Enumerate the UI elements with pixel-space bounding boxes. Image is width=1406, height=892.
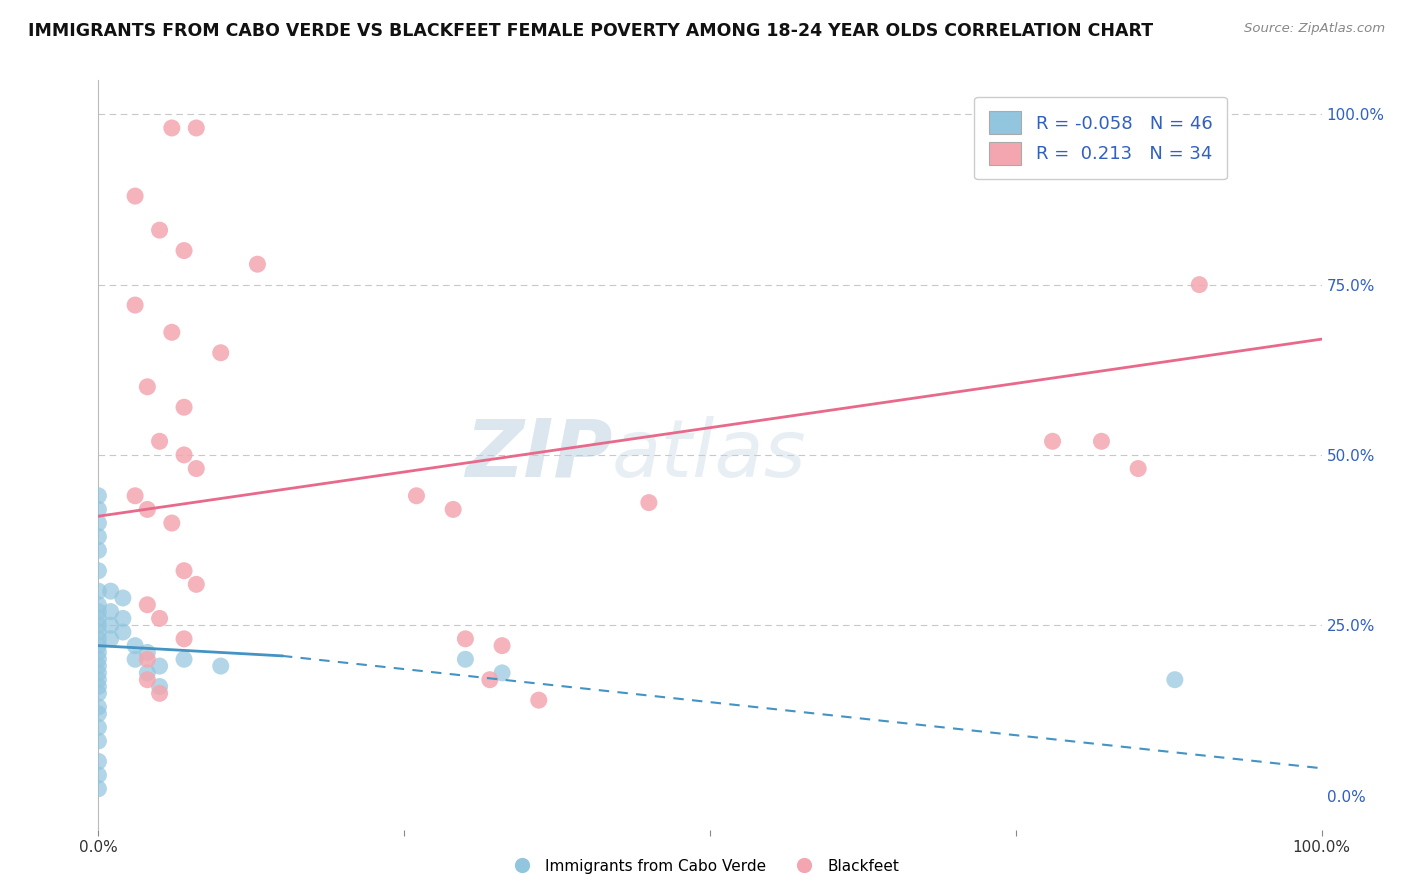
Point <box>209 659 232 673</box>
Point <box>160 326 183 340</box>
Point <box>209 345 232 359</box>
Point <box>87 734 110 748</box>
Point <box>136 598 159 612</box>
Point <box>173 652 195 666</box>
Point <box>124 298 146 312</box>
Point <box>1042 434 1064 449</box>
Point <box>87 680 110 694</box>
Point <box>149 659 172 673</box>
Point <box>87 625 110 640</box>
Point <box>100 605 122 619</box>
Point <box>87 706 110 721</box>
Text: IMMIGRANTS FROM CABO VERDE VS BLACKFEET FEMALE POVERTY AMONG 18-24 YEAR OLDS COR: IMMIGRANTS FROM CABO VERDE VS BLACKFEET … <box>28 22 1153 40</box>
Point <box>87 645 110 659</box>
Point <box>136 652 159 666</box>
Point <box>87 700 110 714</box>
Point <box>173 632 195 646</box>
Point <box>405 489 427 503</box>
Point <box>87 673 110 687</box>
Text: ZIP: ZIP <box>465 416 612 494</box>
Point <box>186 461 208 475</box>
Point <box>87 686 110 700</box>
Point <box>124 652 146 666</box>
Point <box>136 380 159 394</box>
Point <box>111 591 134 605</box>
Point <box>87 564 110 578</box>
Point <box>87 781 110 796</box>
Point <box>100 618 122 632</box>
Point <box>454 632 477 646</box>
Point <box>149 686 172 700</box>
Point <box>87 530 110 544</box>
Legend: Immigrants from Cabo Verde, Blackfeet: Immigrants from Cabo Verde, Blackfeet <box>501 853 905 880</box>
Point <box>173 401 195 415</box>
Point <box>160 120 183 135</box>
Point <box>87 605 110 619</box>
Point <box>527 693 550 707</box>
Point <box>149 223 172 237</box>
Point <box>1090 434 1112 449</box>
Point <box>124 189 146 203</box>
Point <box>136 665 159 680</box>
Point <box>87 720 110 734</box>
Point <box>87 665 110 680</box>
Point <box>637 495 661 509</box>
Point <box>87 598 110 612</box>
Point <box>1188 277 1211 292</box>
Point <box>124 489 146 503</box>
Point <box>173 244 195 258</box>
Point <box>491 639 513 653</box>
Point <box>87 768 110 782</box>
Point <box>87 584 110 599</box>
Point <box>491 665 513 680</box>
Point <box>160 516 183 530</box>
Point <box>136 645 159 659</box>
Point <box>111 611 134 625</box>
Point <box>149 680 172 694</box>
Point <box>124 639 146 653</box>
Point <box>173 564 195 578</box>
Point <box>100 632 122 646</box>
Point <box>136 502 159 516</box>
Text: atlas: atlas <box>612 416 807 494</box>
Point <box>87 502 110 516</box>
Point <box>87 543 110 558</box>
Point <box>111 625 134 640</box>
Legend: R = -0.058   N = 46, R =  0.213   N = 34: R = -0.058 N = 46, R = 0.213 N = 34 <box>974 97 1227 179</box>
Point <box>246 257 269 271</box>
Point <box>136 673 159 687</box>
Point <box>1128 461 1150 475</box>
Point <box>87 489 110 503</box>
Point <box>87 659 110 673</box>
Point <box>441 502 464 516</box>
Point <box>87 611 110 625</box>
Point <box>87 639 110 653</box>
Point <box>87 632 110 646</box>
Point <box>186 120 208 135</box>
Point <box>100 584 122 599</box>
Text: Source: ZipAtlas.com: Source: ZipAtlas.com <box>1244 22 1385 36</box>
Point <box>478 673 501 687</box>
Point <box>87 652 110 666</box>
Point <box>149 434 172 449</box>
Point <box>454 652 477 666</box>
Point <box>173 448 195 462</box>
Point <box>186 577 208 591</box>
Point <box>87 618 110 632</box>
Point <box>1164 673 1187 687</box>
Point <box>87 516 110 530</box>
Point <box>149 611 172 625</box>
Point <box>87 755 110 769</box>
